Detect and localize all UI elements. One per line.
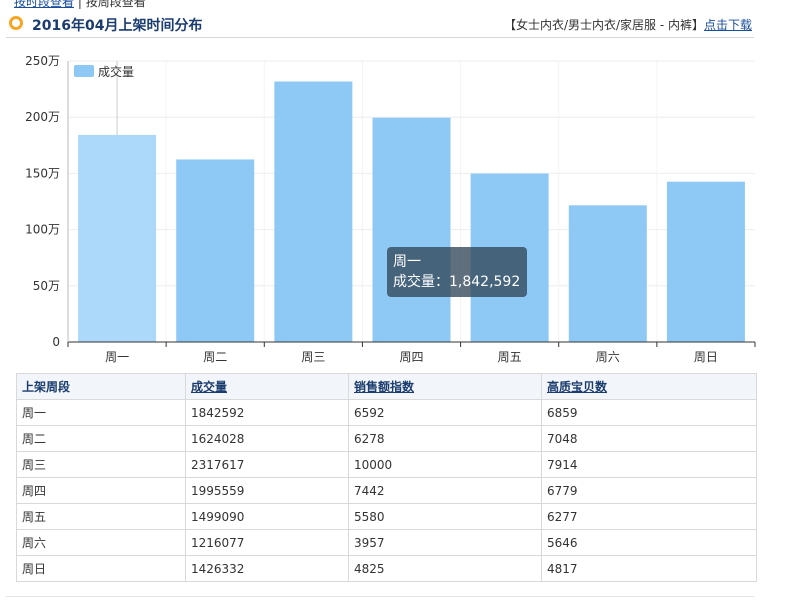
table-cell: 7048 xyxy=(541,425,757,452)
y-tick-label: 250万 xyxy=(25,54,60,68)
y-tick-label: 150万 xyxy=(25,166,60,180)
table-cell: 4825 xyxy=(348,555,542,582)
bar-3[interactable] xyxy=(274,81,353,342)
table-cell: 6278 xyxy=(348,425,542,452)
sort-quality-items-link[interactable]: 高质宝贝数 xyxy=(547,380,608,394)
page-title: 2016年04月上架时间分布 xyxy=(32,18,203,34)
y-tick-label: 100万 xyxy=(25,223,60,237)
table-row: 周五 1499090 5580 6277 xyxy=(16,503,757,530)
table-body: 周一 1842592 6592 6859 周二 1624028 6278 7048 周三 2317… xyxy=(16,399,757,582)
bottom-divider xyxy=(6,596,754,597)
y-tick-label: 0 xyxy=(52,335,60,349)
x-tick-label: 周日 xyxy=(694,350,718,364)
x-tick-label: 周五 xyxy=(498,350,522,364)
legend-swatch xyxy=(74,65,94,77)
bullet-icon xyxy=(9,16,23,30)
table-cell: 6859 xyxy=(541,399,757,426)
category-label: 【女士内衣/男士内衣/家居服 - 内裤】 xyxy=(503,18,704,32)
data-table: 上架周段 成交量 销售额指数 高质宝贝数 周一 1842592 6592 6859 周二… xyxy=(16,373,757,582)
table-cell: 1499090 xyxy=(185,503,349,530)
table-cell: 3957 xyxy=(348,529,542,556)
table-cell: 周四 xyxy=(16,477,186,504)
legend-label[interactable]: 成交量 xyxy=(98,64,134,79)
sort-sales-index-link[interactable]: 销售额指数 xyxy=(354,380,415,394)
header-week-period: 上架周段 xyxy=(16,373,186,400)
x-tick-label: 周四 xyxy=(399,350,423,364)
bar-1[interactable] xyxy=(78,134,157,342)
table-cell: 6779 xyxy=(541,477,757,504)
header-volume: 成交量 xyxy=(185,373,349,400)
bar-2[interactable] xyxy=(176,159,255,342)
bar-7[interactable] xyxy=(666,181,745,342)
legend: 成交量 xyxy=(74,64,134,79)
y-tick-label: 200万 xyxy=(25,110,60,124)
table-cell: 1624028 xyxy=(185,425,349,452)
x-tick-label: 周三 xyxy=(301,350,325,364)
table-cell: 1216077 xyxy=(185,529,349,556)
table-cell: 2317617 xyxy=(185,451,349,478)
table-cell: 1842592 xyxy=(185,399,349,426)
table-cell: 10000 xyxy=(348,451,542,478)
table-row: 周日 1426332 4825 4817 xyxy=(16,555,757,582)
table-cell: 周日 xyxy=(16,555,186,582)
table-cell: 周六 xyxy=(16,529,186,556)
header-sales-index: 销售额指数 xyxy=(348,373,542,400)
table-row: 周二 1624028 6278 7048 xyxy=(16,425,757,452)
bar-6[interactable] xyxy=(568,205,647,342)
table-cell: 1426332 xyxy=(185,555,349,582)
table-cell: 4817 xyxy=(541,555,757,582)
table-row: 周四 1995559 7442 6779 xyxy=(16,477,757,504)
table-cell: 5580 xyxy=(348,503,542,530)
nav-separator: | xyxy=(74,0,86,9)
view-by-week-label: 按周段查看 xyxy=(85,0,146,9)
table-cell: 周一 xyxy=(16,399,186,426)
header-quality-items: 高质宝贝数 xyxy=(541,373,757,400)
x-tick-label: 周一 xyxy=(105,350,129,364)
table-cell: 周五 xyxy=(16,503,186,530)
table-row: 周一 1842592 6592 6859 xyxy=(16,399,757,426)
table-row: 周六 1216077 3957 5646 xyxy=(16,529,757,556)
tooltip-category: 周一 xyxy=(393,254,421,270)
view-by-period-link[interactable]: 按时段查看 xyxy=(14,0,75,9)
sort-volume-link[interactable]: 成交量 xyxy=(191,380,228,394)
tooltip-value: 成交量：1,842,592 xyxy=(393,274,521,290)
table-row: 周三 2317617 10000 7914 xyxy=(16,451,757,478)
table-cell: 6592 xyxy=(348,399,542,426)
table-cell: 周三 xyxy=(16,451,186,478)
x-tick-label: 周二 xyxy=(203,350,227,364)
x-tick-label: 周六 xyxy=(596,350,620,364)
chart-tooltip: 周一 成交量：1,842,592 xyxy=(387,247,527,297)
table-cell: 6277 xyxy=(541,503,757,530)
table-cell: 5646 xyxy=(541,529,757,556)
table-cell: 7442 xyxy=(348,477,542,504)
title-bar: 2016年04月上架时间分布 【女士内衣/男士内衣/家居服 - 内裤】点击下载 xyxy=(6,13,754,38)
view-mode-nav: 按时段查看 | 按周段查看 xyxy=(14,0,146,10)
category-info: 【女士内衣/男士内衣/家居服 - 内裤】点击下载 xyxy=(504,16,752,33)
table-header-row: 上架周段 成交量 销售额指数 高质宝贝数 xyxy=(16,373,757,400)
bars xyxy=(78,81,745,343)
table-cell: 周二 xyxy=(16,425,186,452)
table-cell: 7914 xyxy=(541,451,757,478)
y-tick-label: 50万 xyxy=(33,279,60,293)
bar-4[interactable] xyxy=(372,117,451,343)
table-cell: 1995559 xyxy=(185,477,349,504)
download-link[interactable]: 点击下载 xyxy=(703,18,752,32)
